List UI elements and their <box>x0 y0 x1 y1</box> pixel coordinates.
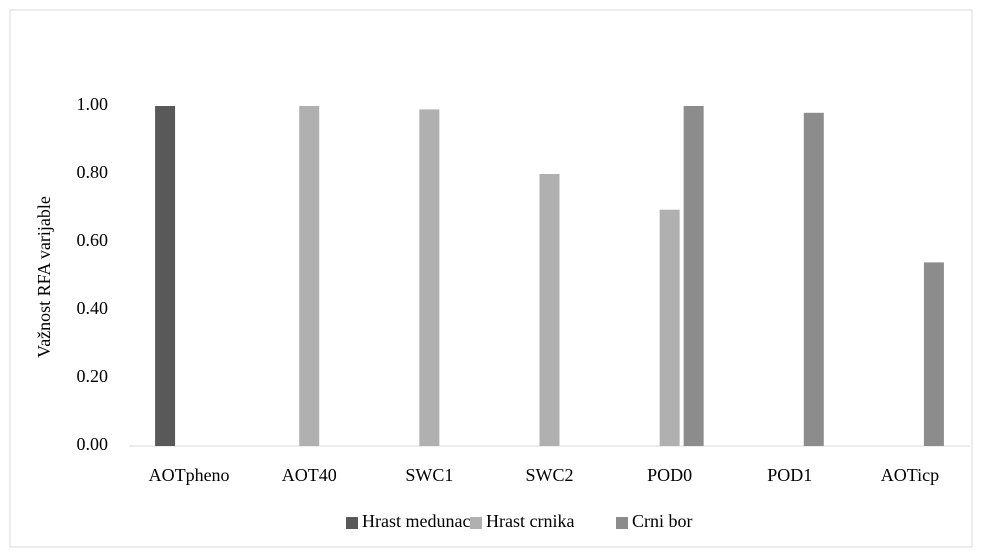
x-tick-label: AOTpheno <box>149 465 230 485</box>
bar <box>155 106 176 446</box>
x-tick-label: AOT40 <box>282 465 337 485</box>
x-tick-label: AOTicp <box>881 465 939 485</box>
legend-swatch <box>470 517 482 529</box>
bar <box>923 262 944 446</box>
y-tick-label: 0.20 <box>77 366 109 386</box>
legend-label: Hrast medunac <box>362 511 470 531</box>
x-tick-label: POD1 <box>767 465 812 485</box>
bar <box>299 106 320 446</box>
bar <box>803 112 824 447</box>
y-tick-label: 0.00 <box>77 434 109 454</box>
legend-swatch <box>616 517 628 529</box>
legend-label: Crni bor <box>632 511 693 531</box>
bar <box>539 174 560 446</box>
x-tick-label: POD0 <box>647 465 692 485</box>
x-tick-label: SWC2 <box>525 465 573 485</box>
y-tick-label: 0.60 <box>77 230 109 250</box>
y-tick-label: 0.40 <box>77 298 109 318</box>
bar <box>659 209 680 446</box>
y-tick-label: 1.00 <box>77 94 109 114</box>
legend-swatch <box>346 517 358 529</box>
x-tick-label: SWC1 <box>405 465 453 485</box>
bar <box>419 109 440 447</box>
bar <box>683 106 704 446</box>
y-tick-label: 0.80 <box>77 162 109 182</box>
legend-label: Hrast crnika <box>486 511 574 531</box>
y-axis-label: Važnost RFA varijable <box>34 196 54 358</box>
